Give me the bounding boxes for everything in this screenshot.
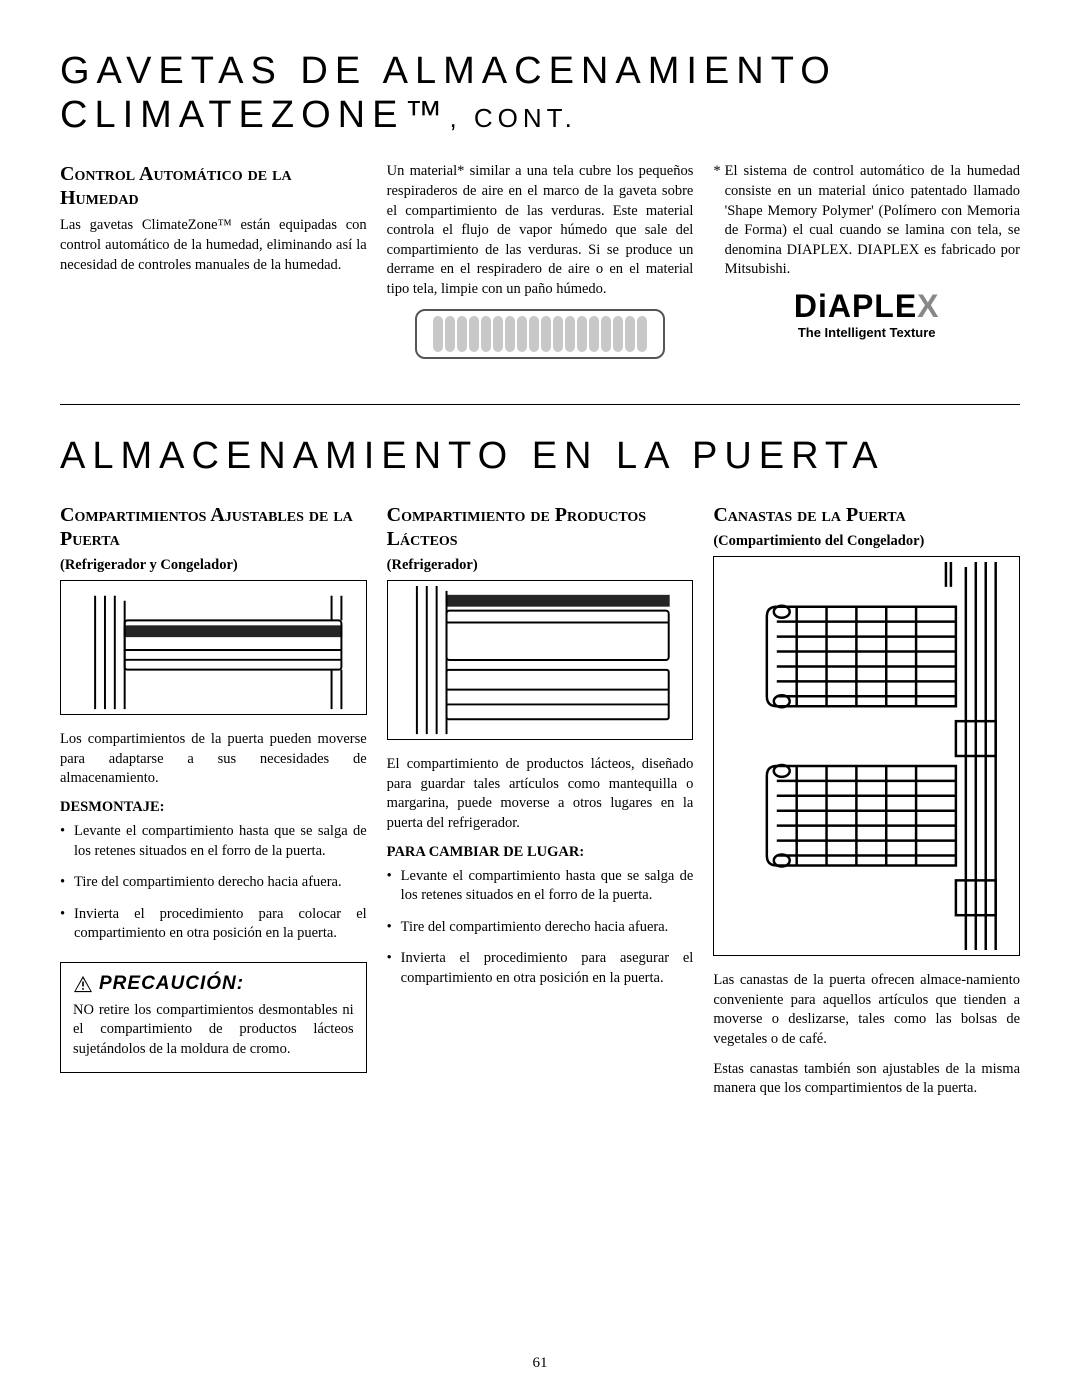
list-item: Invierta el procedimiento para asegurar …: [387, 949, 694, 988]
list-item: Invierta el procedimiento para colocar e…: [60, 905, 367, 944]
caution-box: PRECAUCIÓN: NO retire los compartimiento…: [60, 962, 367, 1073]
dairy-illustration: [387, 580, 694, 740]
section2-col3: Canastas de la Puerta (Compartimiento de…: [713, 503, 1020, 1108]
adjustable-bins-body: Los compartimientos de la puerta pueden …: [60, 730, 367, 789]
title-line1: GAVETAS DE ALMACENAMIENTO: [60, 50, 837, 92]
humidity-body: Las gavetas ClimateZone™ están equipadas…: [60, 216, 367, 275]
section1-col3: * El sistema de control automático de la…: [713, 162, 1020, 369]
title-cont: , CONT.: [449, 103, 576, 133]
adjustable-bins-heading: Compartimientos Ajustables de la Puerta: [60, 503, 367, 551]
door-bin-illustration: [60, 580, 367, 715]
vent-illustration: [415, 309, 665, 359]
page-number: 61: [0, 1355, 1080, 1372]
footnote-star-icon: *: [713, 162, 720, 279]
section2-columns: Compartimientos Ajustables de la Puerta …: [60, 503, 1020, 1108]
warning-icon: [73, 975, 93, 993]
section1-columns: Control Automático de la Humedad Las gav…: [60, 162, 1020, 369]
disassembly-label: DESMONTAJE:: [60, 799, 367, 816]
relocate-label: PARA CAMBIAR DE LUGAR:: [387, 844, 694, 861]
baskets-sublabel: (Compartimiento del Congelador): [713, 533, 1020, 550]
page-title: GAVETAS DE ALMACENAMIENTO CLIMATEZONE™, …: [60, 50, 1020, 137]
logo-tagline: The Intelligent Texture: [713, 325, 1020, 340]
list-item: Tire del compartimiento derecho hacia af…: [60, 873, 367, 893]
baskets-body2: Estas canastas también son ajustables de…: [713, 1060, 1020, 1099]
material-body: Un material* similar a una tela cubre lo…: [387, 162, 694, 299]
caution-label: PRECAUCIÓN:: [99, 973, 244, 995]
baskets-body1: Las canastas de la puerta ofrecen almace…: [713, 971, 1020, 1049]
caution-body: NO retire los compartimientos desmontabl…: [73, 1001, 354, 1060]
disassembly-list: Levante el compartimiento hasta que se s…: [60, 822, 367, 944]
section-divider: [60, 404, 1020, 405]
logo-x: X: [917, 288, 939, 324]
list-item: Tire del compartimiento derecho hacia af…: [387, 918, 694, 938]
section2-col2: Compartimiento de Productos Lácteos (Ref…: [387, 503, 694, 1108]
dairy-sublabel: (Refrigerador): [387, 557, 694, 574]
title-line2: CLIMATEZONE™: [60, 94, 449, 136]
dairy-heading: Compartimiento de Productos Lácteos: [387, 503, 694, 551]
list-item: Levante el compartimiento hasta que se s…: [60, 822, 367, 861]
section1-col2: Un material* similar a una tela cubre lo…: [387, 162, 694, 369]
diaplex-logo: DiAPLEX The Intelligent Texture: [713, 288, 1020, 340]
adjustable-bins-sublabel: (Refrigerador y Congelador): [60, 557, 367, 574]
section1-col1: Control Automático de la Humedad Las gav…: [60, 162, 367, 369]
section2-col1: Compartimientos Ajustables de la Puerta …: [60, 503, 367, 1108]
section2-title: ALMACENAMIENTO EN LA PUERTA: [60, 435, 1020, 478]
diaplex-footnote: * El sistema de control automático de la…: [713, 162, 1020, 279]
footnote-text: El sistema de control automático de la h…: [725, 162, 1020, 279]
list-item: Levante el compartimiento hasta que se s…: [387, 867, 694, 906]
relocate-list: Levante el compartimiento hasta que se s…: [387, 867, 694, 989]
caution-title: PRECAUCIÓN:: [73, 973, 354, 995]
basket-illustration: [713, 556, 1020, 956]
humidity-heading: Control Automático de la Humedad: [60, 162, 367, 210]
logo-brand: DiAPLE: [794, 288, 917, 324]
baskets-heading: Canastas de la Puerta: [713, 503, 1020, 527]
dairy-body: El compartimiento de productos lácteos, …: [387, 755, 694, 833]
